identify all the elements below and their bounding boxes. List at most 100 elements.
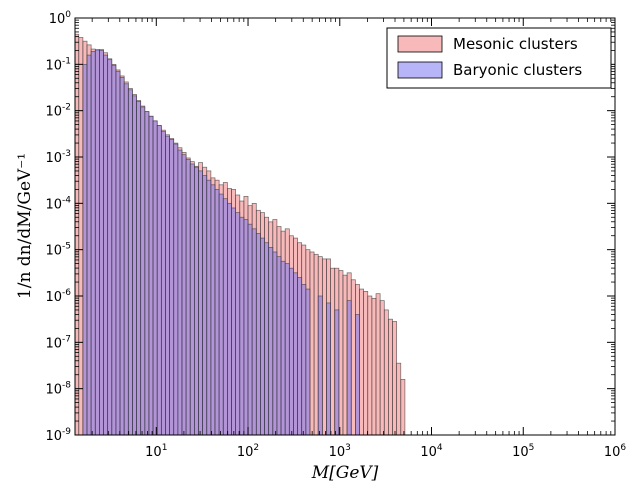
baryonic-bar xyxy=(288,267,294,436)
tick-label: 10-6 xyxy=(45,288,71,305)
mesonic-bar xyxy=(350,279,356,436)
mesonic-bar xyxy=(371,297,377,436)
baryonic-bar xyxy=(251,228,257,436)
baryonic-bar xyxy=(198,170,203,436)
tick-label: 10-4 xyxy=(45,195,71,212)
baryonic-bar xyxy=(144,111,150,436)
mesonic-bar xyxy=(78,37,84,436)
baryonic-bar xyxy=(140,106,146,436)
baryonic-bar xyxy=(293,272,298,436)
tick-label: 105 xyxy=(512,443,534,460)
baryonic-bar xyxy=(189,163,195,436)
baryonic-bar xyxy=(268,247,274,436)
baryonic-bar xyxy=(227,202,232,436)
baryonic-bar xyxy=(152,120,158,436)
baryonic-bar xyxy=(111,64,117,436)
baryonic-bar xyxy=(148,115,154,436)
tick-label: 10-8 xyxy=(45,381,71,398)
plot-frame xyxy=(74,17,616,436)
mesonic-bar xyxy=(313,253,319,436)
baryonic-bar xyxy=(260,237,265,436)
baryonic-bar xyxy=(99,50,104,436)
legend-swatch-baryonic xyxy=(397,61,443,79)
mesonic-bar xyxy=(383,309,389,436)
baryonic-bar xyxy=(272,251,278,436)
baryonic-bar xyxy=(185,158,191,436)
baryonic-bar xyxy=(218,193,224,436)
x-axis-label: M[GeV] xyxy=(311,463,379,483)
baryonic-bar xyxy=(231,207,237,436)
legend-label-baryonic: Baryonic clusters xyxy=(453,61,582,79)
legend-label-mesonic: Mesonic clusters xyxy=(453,35,578,53)
mesonic-bar xyxy=(359,288,364,436)
baryonic-bar xyxy=(210,184,216,436)
tick-label: 10-5 xyxy=(45,242,71,259)
baryonic-bar xyxy=(103,54,109,436)
legend-swatch-mesonic xyxy=(397,35,443,53)
axis-ticks xyxy=(75,17,616,436)
baryonic-bar xyxy=(280,260,286,436)
baryonic-bar xyxy=(255,233,261,436)
tick-label: 10-9 xyxy=(45,427,71,444)
tick-label: 106 xyxy=(604,443,627,460)
baryonic-bar xyxy=(156,125,162,436)
baryonic-bar xyxy=(115,70,121,436)
legend: Mesonic clusters Baryonic clusters xyxy=(386,27,612,89)
mesonic-bar xyxy=(396,362,402,436)
baryonic-bar xyxy=(194,166,199,436)
baryonic-bar xyxy=(107,59,113,436)
baryonic-bar xyxy=(239,216,245,436)
mesonic-bar xyxy=(375,293,381,436)
mesonic-bar xyxy=(379,300,385,436)
baryonic-bar xyxy=(276,256,282,436)
mesonic-bar xyxy=(400,379,406,436)
tick-label: 10-1 xyxy=(45,56,71,73)
mesonic-bar xyxy=(309,251,315,436)
mesonic-bar xyxy=(330,267,336,436)
baryonic-bar xyxy=(86,54,92,436)
baryonic-bar xyxy=(169,139,175,436)
tick-label: 100 xyxy=(49,10,72,27)
baryonic-bar xyxy=(119,76,125,436)
tick-label: 10-3 xyxy=(45,149,71,166)
baryonic-bar xyxy=(301,284,307,436)
baryonic-bar xyxy=(297,277,303,436)
y-axis-label: 1/n dn/dM/GeV⁻¹ xyxy=(15,153,35,299)
baryonic-bar xyxy=(173,143,179,436)
baryonic-bar xyxy=(82,63,88,436)
tick-label: 10-2 xyxy=(45,103,71,120)
mesonic-bar xyxy=(388,318,393,436)
baryonic-bar xyxy=(136,101,142,436)
baryonic-bar xyxy=(346,300,352,436)
tick-label: 10-7 xyxy=(45,334,71,351)
baryonic-bar xyxy=(264,242,270,436)
tick-label: 104 xyxy=(420,443,443,460)
baryonic-bar xyxy=(165,135,170,436)
baryonic-bar xyxy=(326,302,331,436)
baryonic-bar xyxy=(334,309,340,436)
baryonic-bar xyxy=(94,49,100,436)
baryonic-bar xyxy=(160,131,166,436)
baryonic-bar xyxy=(127,89,133,436)
baryonic-bar xyxy=(305,288,311,436)
tick-label: 103 xyxy=(329,443,351,460)
baryonic-bar xyxy=(243,219,249,436)
baryonic-bar xyxy=(284,263,290,436)
mesonic-bar xyxy=(363,291,369,436)
baryonic-bar xyxy=(206,179,212,436)
baryonic-bar xyxy=(132,95,137,436)
mesonic-bar xyxy=(338,270,344,436)
baryonic-bar xyxy=(355,314,360,436)
mesonic-bar xyxy=(321,258,327,436)
baryonic-bar xyxy=(123,83,129,436)
baryonic-bar xyxy=(235,212,241,436)
baryonic-bar xyxy=(214,189,220,436)
mesonic-bar xyxy=(392,321,398,436)
baryonic-bar xyxy=(202,175,208,436)
mesonic-bar xyxy=(342,274,348,436)
baryonic-bar xyxy=(247,223,253,436)
tick-label: 101 xyxy=(145,443,167,460)
mesonic-bar xyxy=(367,295,373,436)
baryonic-bar xyxy=(177,149,183,436)
